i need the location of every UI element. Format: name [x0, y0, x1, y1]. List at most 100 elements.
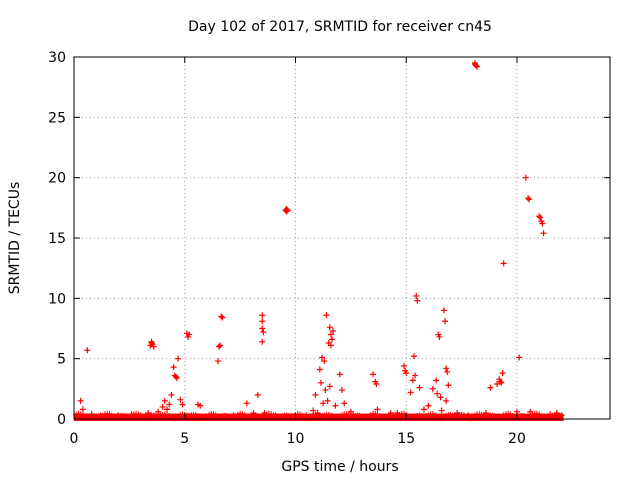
data-point [497, 378, 504, 385]
data-point [429, 385, 436, 392]
data-point [283, 208, 290, 215]
data-point [128, 411, 135, 418]
data-point [407, 389, 414, 396]
data-point [327, 342, 334, 349]
data-point [254, 391, 261, 398]
data-point [553, 409, 560, 416]
data-point [259, 312, 266, 319]
data-point [330, 327, 337, 334]
axis-ticks: 0 5 10 15 20 0 5 10 15 20 25 30 [48, 50, 610, 447]
data-point [347, 408, 354, 415]
data-point [413, 292, 420, 299]
data-point [465, 412, 472, 419]
data-point [416, 384, 423, 391]
data-point [437, 394, 444, 401]
data-point [79, 406, 86, 413]
data-point [436, 333, 443, 340]
data-point [320, 400, 327, 407]
data-point [172, 373, 179, 380]
data-point [216, 343, 223, 350]
data-point [243, 400, 250, 407]
data-point [516, 354, 523, 361]
data-point [401, 362, 408, 369]
data-point [527, 408, 534, 415]
data-point [526, 196, 533, 203]
data-point [84, 347, 91, 354]
data-point [284, 207, 291, 214]
x-tick-label: 15 [397, 431, 415, 447]
x-tick-label: 10 [287, 431, 305, 447]
data-point [443, 397, 450, 404]
y-tick-label: 5 [57, 352, 66, 368]
data-point [323, 312, 330, 319]
baseline-band-fill [74, 413, 564, 421]
data-point [329, 336, 336, 343]
data-point [168, 391, 175, 398]
data-point [374, 406, 381, 413]
data-point [214, 358, 221, 365]
data-point [148, 338, 155, 345]
data-point [482, 409, 489, 416]
data-point [218, 313, 225, 320]
data-point [445, 382, 452, 389]
data-point [177, 396, 184, 403]
data-point [312, 391, 319, 398]
data-point [537, 214, 544, 221]
data-point [522, 174, 529, 181]
data-point [341, 400, 348, 407]
chart-title: Day 102 of 2017, SRMTID for receiver cn4… [188, 19, 492, 35]
data-point [433, 377, 440, 384]
data-point [164, 406, 171, 413]
data-point [150, 343, 157, 350]
data-point [317, 379, 324, 386]
data-point [327, 331, 334, 338]
data-point [321, 358, 328, 365]
data-point [454, 409, 461, 416]
data-point [259, 318, 266, 325]
y-tick-label: 0 [57, 412, 66, 428]
data-point [410, 353, 417, 360]
data-point [539, 220, 546, 227]
data-point [260, 329, 267, 336]
y-tick-label: 20 [48, 171, 66, 187]
data-point [159, 403, 166, 410]
data-point [336, 371, 343, 378]
data-point [339, 387, 345, 394]
data-point [403, 370, 410, 377]
data-point [303, 412, 310, 419]
data-point [487, 384, 494, 391]
data-point [326, 324, 333, 331]
data-point [438, 407, 445, 414]
data-point [414, 297, 421, 304]
data-point [173, 374, 180, 381]
data-point [443, 365, 450, 372]
data-point [161, 397, 168, 404]
data-point [370, 371, 377, 378]
data-point [155, 408, 162, 415]
data-point [166, 401, 173, 408]
x-axis-label: GPS time / hours [281, 459, 398, 475]
y-tick-label: 30 [48, 50, 66, 66]
data-point [175, 355, 182, 362]
data-point [420, 406, 427, 413]
data-point [500, 260, 507, 267]
data-point [115, 412, 122, 419]
data-point [179, 401, 186, 408]
data-point [498, 379, 505, 386]
data-point [373, 381, 380, 388]
data-point [471, 60, 478, 67]
data-point [332, 402, 339, 409]
data-point [250, 409, 257, 416]
data-point [540, 230, 547, 237]
data-point [547, 411, 554, 418]
data-point [494, 381, 501, 388]
y-tick-label: 15 [48, 231, 66, 247]
data-point [97, 412, 104, 419]
data-point [137, 412, 144, 419]
data-point [440, 307, 447, 314]
data-points [77, 60, 565, 419]
data-point [310, 407, 317, 414]
data-point [441, 318, 448, 325]
data-point [558, 412, 565, 419]
